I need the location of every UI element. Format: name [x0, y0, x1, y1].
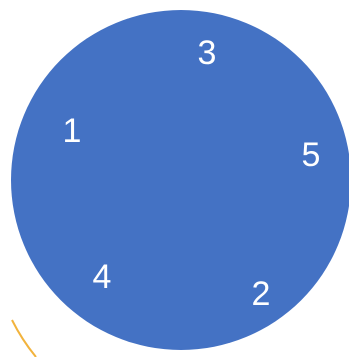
blue-circle: [11, 10, 349, 350]
number-label-2: 2: [252, 275, 271, 313]
number-label-3: 3: [198, 34, 217, 72]
number-label-1: 1: [63, 112, 82, 150]
number-label-5: 5: [302, 136, 321, 174]
orange-arc-segment: [11, 319, 37, 357]
number-label-4: 4: [93, 258, 112, 296]
